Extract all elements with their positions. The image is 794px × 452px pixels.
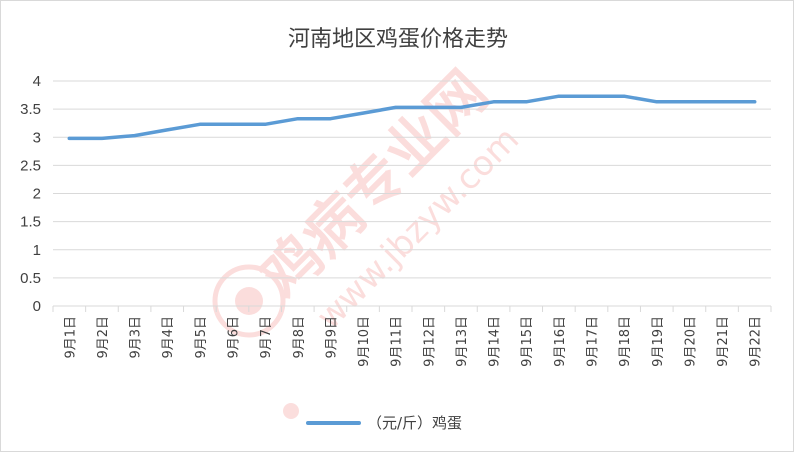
y-tick-label: 3 [33, 129, 41, 146]
x-tick-label: 9月9日 [324, 316, 339, 359]
x-tick-label: 9月8日 [292, 316, 307, 359]
x-tick-label: 9月12日 [422, 316, 437, 367]
y-tick-label: 2.5 [20, 157, 41, 174]
x-tick-label: 9月7日 [259, 316, 274, 359]
y-tick-label: 3.5 [20, 101, 41, 118]
data-point [165, 128, 169, 132]
x-tick-label: 9月4日 [161, 316, 176, 359]
data-point [524, 100, 528, 104]
x-tick-label: 9月14日 [488, 316, 503, 367]
x-tick-label: 9月19日 [651, 316, 666, 367]
x-tick-label: 9月11日 [390, 316, 405, 367]
data-point [328, 117, 332, 121]
y-tick-label: 0 [33, 298, 41, 315]
data-point [198, 122, 202, 126]
x-tick-label: 9月1日 [63, 316, 78, 359]
data-point [492, 100, 496, 104]
y-axis-ticks: 0 0.5 1 1.5 2 2.5 3 3.5 4 [20, 73, 41, 315]
data-point [67, 136, 71, 140]
data-point [296, 117, 300, 121]
y-tick-label: 2 [33, 186, 41, 203]
series-line-0 [67, 94, 757, 141]
y-tick-label: 4 [33, 73, 41, 90]
data-point [655, 100, 659, 104]
data-point [459, 105, 463, 109]
series-layer [67, 94, 757, 141]
data-point [133, 134, 137, 138]
x-tick-label: 9月16日 [553, 316, 568, 367]
x-tick-label: 9月22日 [749, 316, 764, 367]
data-point [687, 100, 691, 104]
x-tick-label: 9月15日 [520, 316, 535, 367]
data-point [590, 94, 593, 98]
legend-label: （元/斤）鸡蛋 [367, 414, 462, 432]
x-tick-label: 9月18日 [618, 316, 633, 367]
x-tick-label: 9月10日 [357, 316, 372, 367]
chart-title: 河南地区鸡蛋价格走势 [288, 27, 508, 52]
data-point [720, 100, 724, 104]
data-point [263, 122, 267, 126]
data-point [100, 136, 104, 140]
x-tick-label: 9月20日 [683, 316, 698, 367]
y-tick-label: 0.5 [20, 270, 41, 287]
x-tick-label: 9月17日 [586, 316, 601, 367]
x-tick-label: 9月2日 [96, 316, 111, 359]
legend: （元/斤）鸡蛋 [306, 414, 462, 432]
data-point [361, 111, 365, 115]
y-tick-label: 1 [33, 242, 41, 259]
data-point [426, 105, 430, 109]
watermark-logo [212, 264, 299, 419]
data-point [753, 100, 757, 104]
x-tick-label: 9月21日 [716, 316, 731, 367]
data-point [231, 122, 234, 126]
y-tick-label: 1.5 [20, 214, 41, 231]
x-tick-label: 9月6日 [227, 316, 242, 359]
x-tick-label: 9月13日 [455, 316, 470, 367]
x-axis-ticks: 9月1日 9月2日 9月3日 9月4日 9月5日 9月6日 9月7日 9月8日 9月9日 9月10… [52, 306, 772, 367]
x-tick-label: 9月5日 [194, 316, 209, 359]
x-tick-label: 9月3日 [129, 316, 144, 359]
data-point [557, 94, 561, 98]
data-point [394, 105, 398, 109]
data-point [622, 94, 626, 98]
